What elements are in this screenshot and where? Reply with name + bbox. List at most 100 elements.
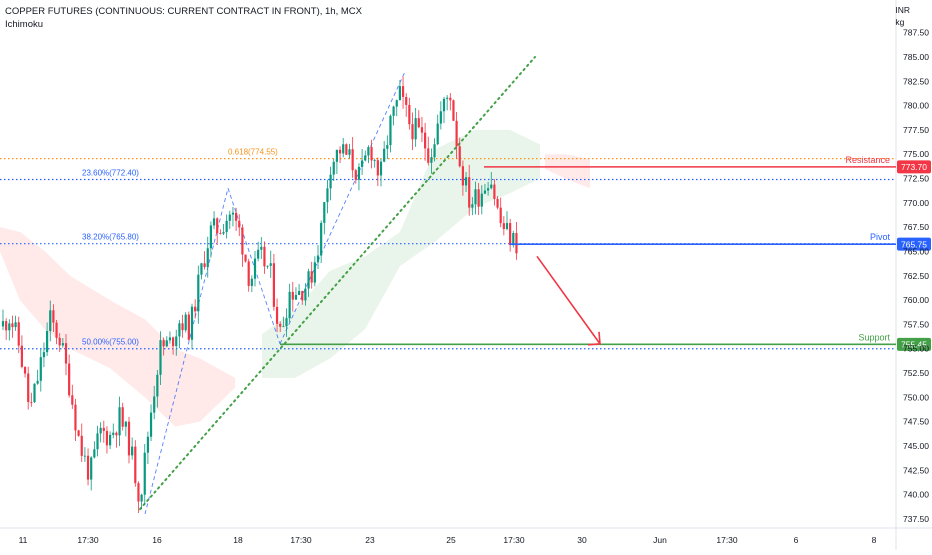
candle-body (124, 421, 127, 427)
candle-body (452, 100, 455, 121)
candle-body (11, 323, 14, 328)
candle-body (200, 263, 203, 275)
level-price-tag-resistance (897, 160, 931, 174)
candle-body (490, 184, 493, 189)
candle-body (74, 404, 77, 431)
candle-body (310, 271, 313, 283)
price-tick-label: 760.00 (903, 295, 929, 305)
candle-body (436, 123, 439, 145)
candle-body (115, 432, 118, 436)
candle-body (269, 263, 272, 266)
candle-body (90, 457, 93, 480)
candle-body (241, 227, 244, 255)
candle-body (14, 322, 17, 328)
candle-body (301, 291, 304, 301)
candle-body (345, 144, 348, 155)
candle-body (493, 184, 496, 199)
candle-body (216, 218, 219, 234)
level-name-resistance: Resistance (845, 155, 890, 165)
candle-body (414, 118, 417, 140)
candle-body (442, 98, 446, 112)
candle-body (373, 160, 376, 161)
candle-body (266, 265, 269, 267)
ichimoku-cloud-bullish (262, 129, 540, 378)
candle-body (430, 157, 433, 163)
candle-body (439, 111, 442, 124)
candle-body (257, 249, 260, 259)
candle-body (68, 363, 71, 396)
candle-body (102, 427, 105, 431)
level-price-text-pivot: 765.75 (901, 239, 927, 249)
candle-body (36, 380, 39, 384)
price-tick-label: 765.00 (903, 246, 929, 256)
time-tick-label: 23 (365, 535, 375, 545)
candle-body (178, 323, 181, 337)
candle-body (480, 193, 483, 207)
candle-body (509, 223, 512, 246)
candle-body (515, 233, 518, 254)
candle-body (184, 314, 187, 331)
candle-body (446, 97, 449, 99)
candle-body (401, 86, 405, 97)
price-tick-label: 775.00 (903, 149, 929, 159)
candle-body (505, 223, 509, 230)
forecast-arrow-shaft (536, 255, 601, 345)
time-tick-label: 17:30 (290, 535, 312, 545)
fib-level-label: 23.60%(772.40) (82, 169, 139, 178)
candle-body (288, 291, 291, 319)
candle-body (64, 343, 68, 364)
candle-body (323, 202, 326, 223)
price-tick-label: 745.00 (903, 441, 929, 451)
candle-body (194, 306, 197, 312)
candle-body (512, 233, 515, 246)
candle-body (408, 104, 411, 125)
candle-body (405, 96, 408, 105)
candle-body (389, 115, 392, 146)
candle-body (392, 106, 395, 116)
candle-body (351, 149, 354, 171)
candle-body (46, 331, 49, 353)
candle-body (162, 340, 165, 347)
time-tick-label: 17:30 (503, 535, 525, 545)
candle-body (320, 222, 323, 256)
candle-body (307, 271, 310, 289)
price-tick-label: 762.50 (903, 271, 929, 281)
time-tick-label: Jun (653, 535, 667, 545)
candle-body (118, 407, 121, 436)
candle-body (247, 261, 250, 286)
candle-body (83, 455, 86, 457)
candle-body (181, 323, 184, 331)
candle-body (332, 161, 335, 175)
candle-body (112, 432, 115, 435)
candle-body (411, 124, 414, 140)
ichimoku-cloud-bearish (0, 227, 235, 427)
candle-body (140, 494, 143, 502)
candle-body (80, 435, 83, 456)
candle-body (420, 127, 424, 133)
candle-body (329, 174, 332, 189)
fib-swing-line (279, 71, 406, 345)
candle-body (282, 326, 285, 328)
candle-body (263, 246, 266, 267)
candle-body (361, 160, 364, 167)
candle-body (455, 120, 458, 147)
candle-body (197, 274, 200, 312)
candle-body (203, 263, 206, 268)
forecast-arrow-head (587, 331, 601, 346)
level-price-tag-support (897, 337, 931, 351)
price-tick-label: 770.00 (903, 198, 929, 208)
candle-body (272, 263, 275, 307)
candle-body (153, 396, 156, 413)
candle-body (175, 336, 178, 347)
level-name-support: Support (858, 332, 890, 342)
candle-body (458, 146, 461, 167)
time-tick-label: 17:30 (716, 535, 738, 545)
candle-body (55, 322, 58, 338)
candle-body (386, 145, 389, 149)
level-price-text-resistance: 773.70 (901, 162, 927, 172)
candle-body (96, 433, 99, 450)
candle-body (316, 255, 320, 263)
axis-unit: INR kg (895, 4, 910, 28)
